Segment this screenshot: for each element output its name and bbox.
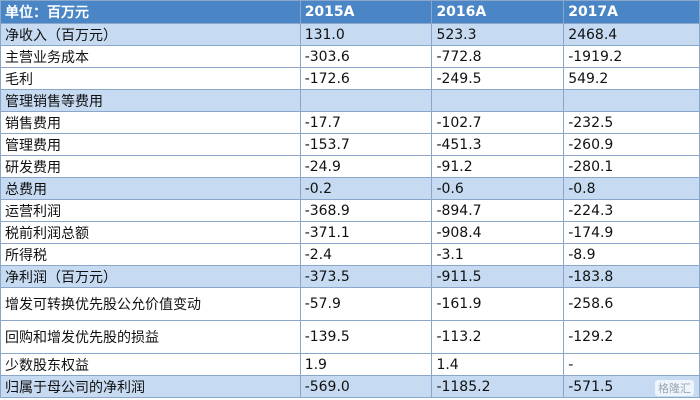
row-label: 管理费用	[0, 133, 301, 156]
value-2017: -1919.2	[563, 45, 700, 68]
value-2016: -0.6	[431, 177, 565, 200]
row-label: 少数股东权益	[0, 353, 301, 376]
value-2015: -373.5	[299, 265, 433, 288]
row-label: 总费用	[0, 177, 301, 200]
table-row: 管理销售等费用	[0, 89, 700, 112]
value-2015: -172.6	[299, 67, 433, 90]
table-row: 总费用 -0.2 -0.6 -0.8	[0, 177, 700, 200]
value-2016: -1185.2	[431, 375, 565, 398]
value-2016: -102.7	[431, 111, 565, 134]
table-row: 增发可转换优先股公允价值变动 -57.9 -161.9 -258.6	[0, 287, 700, 321]
value-2015: -57.9	[299, 287, 433, 321]
header-row: 单位：百万元 2015A 2016A 2017A	[0, 0, 700, 24]
row-label: 毛利	[0, 67, 301, 90]
row-label: 净收入（百万元）	[0, 23, 301, 46]
table-row: 税前利润总额 -371.1 -908.4 -174.9	[0, 221, 700, 244]
value-2016: -772.8	[431, 45, 565, 68]
table-row: 净利润（百万元） -373.5 -911.5 -183.8	[0, 265, 700, 288]
value-2017: -8.9	[563, 243, 700, 266]
value-2015: -368.9	[299, 199, 433, 222]
value-2017: -174.9	[563, 221, 700, 244]
row-label: 所得税	[0, 243, 301, 266]
table-row: 运营利润 -368.9 -894.7 -224.3	[0, 199, 700, 222]
table-row: 净收入（百万元） 131.0 523.3 2468.4	[0, 23, 700, 46]
value-2016: -161.9	[431, 287, 565, 321]
value-2016: -894.7	[431, 199, 565, 222]
watermark: 格隆汇	[655, 380, 694, 396]
value-2015: -569.0	[299, 375, 433, 398]
row-label: 净利润（百万元）	[0, 265, 301, 288]
row-label: 运营利润	[0, 199, 301, 222]
value-2017: -129.2	[563, 320, 700, 354]
row-label: 税前利润总额	[0, 221, 301, 244]
row-label: 增发可转换优先股公允价值变动	[0, 287, 301, 321]
value-2017	[563, 89, 700, 112]
row-label: 回购和增发优先股的损益	[0, 320, 301, 354]
value-2016: -113.2	[431, 320, 565, 354]
value-2016: -3.1	[431, 243, 565, 266]
table-row: 主营业务成本 -303.6 -772.8 -1919.2	[0, 45, 700, 68]
row-label: 主营业务成本	[0, 45, 301, 68]
value-2015: -2.4	[299, 243, 433, 266]
value-2015: -24.9	[299, 155, 433, 178]
header-2015: 2015A	[299, 0, 433, 24]
watermark-label: 格隆汇	[658, 382, 691, 395]
header-2016: 2016A	[431, 0, 565, 24]
value-2016: 1.4	[431, 353, 565, 376]
table-row: 少数股东权益 1.9 1.4 -	[0, 353, 700, 376]
value-2017: -224.3	[563, 199, 700, 222]
value-2017: -280.1	[563, 155, 700, 178]
value-2017: -258.6	[563, 287, 700, 321]
row-label: 销售费用	[0, 111, 301, 134]
table-row: 毛利 -172.6 -249.5 549.2	[0, 67, 700, 90]
value-2015: -139.5	[299, 320, 433, 354]
value-2017: 549.2	[563, 67, 700, 90]
value-2017: -0.8	[563, 177, 700, 200]
header-2017: 2017A	[563, 0, 700, 24]
value-2015: -17.7	[299, 111, 433, 134]
value-2016	[431, 89, 565, 112]
value-2015: 131.0	[299, 23, 433, 46]
row-label: 归属于母公司的净利润	[0, 375, 301, 398]
value-2016: -908.4	[431, 221, 565, 244]
table-row: 所得税 -2.4 -3.1 -8.9	[0, 243, 700, 266]
header-unit: 单位：百万元	[0, 0, 301, 24]
value-2016: -451.3	[431, 133, 565, 156]
value-2016: -91.2	[431, 155, 565, 178]
value-2015: -0.2	[299, 177, 433, 200]
table-row: 回购和增发优先股的损益 -139.5 -113.2 -129.2	[0, 320, 700, 354]
table-row: 管理费用 -153.7 -451.3 -260.9	[0, 133, 700, 156]
value-2017: -183.8	[563, 265, 700, 288]
value-2017: 2468.4	[563, 23, 700, 46]
table-row: 销售费用 -17.7 -102.7 -232.5	[0, 111, 700, 134]
value-2017: -232.5	[563, 111, 700, 134]
value-2015	[299, 89, 433, 112]
value-2016: -911.5	[431, 265, 565, 288]
value-2015: 1.9	[299, 353, 433, 376]
value-2016: 523.3	[431, 23, 565, 46]
table-row: 归属于母公司的净利润 -569.0 -1185.2 -571.5	[0, 375, 700, 398]
value-2017: -	[563, 353, 700, 376]
value-2016: -249.5	[431, 67, 565, 90]
value-2015: -371.1	[299, 221, 433, 244]
value-2015: -153.7	[299, 133, 433, 156]
value-2015: -303.6	[299, 45, 433, 68]
row-label: 管理销售等费用	[0, 89, 301, 112]
row-label: 研发费用	[0, 155, 301, 178]
table-row: 研发费用 -24.9 -91.2 -280.1	[0, 155, 700, 178]
value-2017: -260.9	[563, 133, 700, 156]
